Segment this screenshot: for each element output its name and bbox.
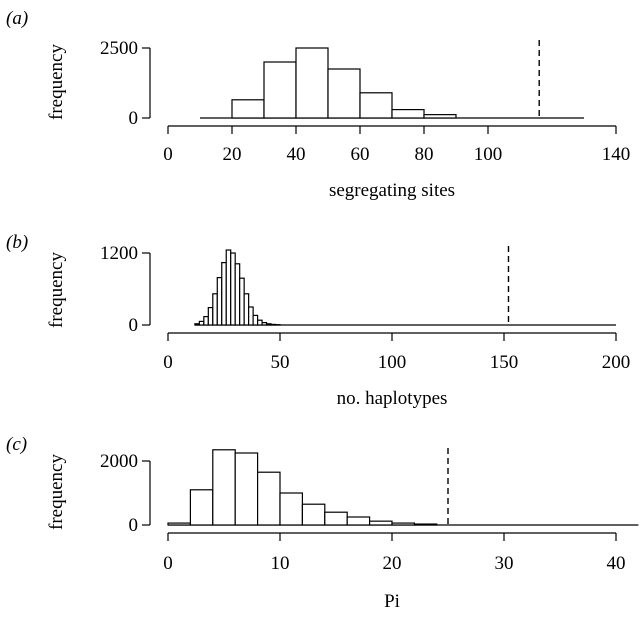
panel-label: (a) xyxy=(6,8,28,29)
y-axis-title: frequency xyxy=(46,252,67,328)
x-tick-label: 40 xyxy=(607,553,626,574)
x-tick-label: 200 xyxy=(602,352,631,373)
histogram-bar xyxy=(212,293,218,326)
histogram-bar xyxy=(221,262,227,326)
panel-2: (c) frequency 0 2000 0 10 20 30 40 Pi xyxy=(6,434,639,612)
x-tick-label: 20 xyxy=(223,144,242,165)
y-tick-label: 0 xyxy=(129,108,139,129)
histogram-bar xyxy=(198,320,205,326)
x-tick-label: 100 xyxy=(378,352,407,373)
histogram-bar xyxy=(230,252,236,326)
histogram-bar xyxy=(369,520,393,526)
histogram-bar xyxy=(252,314,259,326)
histogram-bar xyxy=(194,323,200,326)
histogram-bar xyxy=(327,68,361,119)
y-tick-label: 0 xyxy=(129,515,139,536)
histogram-bar xyxy=(261,322,268,326)
histogram-bar xyxy=(265,323,272,326)
y-axis-title: frequency xyxy=(46,44,67,120)
x-tick-label: 80 xyxy=(415,144,434,165)
histogram-bar xyxy=(212,449,236,526)
y-tick-label: 2500 xyxy=(100,38,138,59)
histogram-bar xyxy=(359,92,393,119)
histogram-bar xyxy=(243,293,250,326)
histogram-bar xyxy=(423,114,457,119)
histogram-bar xyxy=(248,306,254,326)
histogram-bar xyxy=(391,108,425,119)
histogram-bar xyxy=(239,277,245,326)
histogram-bar xyxy=(216,277,223,326)
x-tick-label: 30 xyxy=(495,553,514,574)
panel-1: (b) frequency 0 1200 0 50 100 150 200 no. haploty… xyxy=(6,232,630,409)
y-tick-label: 1200 xyxy=(100,243,138,264)
histogram-bar xyxy=(295,47,329,119)
x-tick-label: 20 xyxy=(383,553,402,574)
x-tick-label: 0 xyxy=(163,352,173,373)
histogram-bar xyxy=(324,511,348,526)
x-tick-label: 100 xyxy=(474,144,503,165)
x-axis-title: no. haplotypes xyxy=(337,388,448,409)
histogram-bar xyxy=(167,522,191,526)
y-axis-title: frequency xyxy=(46,454,67,530)
histogram-bar xyxy=(234,452,259,526)
x-tick-label: 50 xyxy=(271,352,290,373)
histogram-bar xyxy=(231,99,265,119)
x-tick-label: 40 xyxy=(287,144,306,165)
x-tick-label: 60 xyxy=(351,144,370,165)
x-axis-title: Pi xyxy=(384,591,400,612)
histogram-bar xyxy=(391,522,415,526)
histogram-bar xyxy=(234,263,241,326)
y-tick-label: 2000 xyxy=(100,451,138,472)
x-tick-label: 150 xyxy=(490,352,519,373)
histogram-bar xyxy=(257,471,281,526)
histogram-bar xyxy=(279,492,303,526)
histogram-bar xyxy=(301,503,326,526)
x-tick-label: 140 xyxy=(602,144,631,165)
histogram-bar xyxy=(257,319,263,326)
histogram-bar xyxy=(346,516,371,526)
histogram-bar xyxy=(207,307,214,326)
y-tick-label: 0 xyxy=(129,315,139,336)
histogram-bar xyxy=(263,61,297,119)
x-tick-label: 10 xyxy=(271,553,290,574)
panel-0: (a) frequency 0 2500 0 20 40 60 80 100 140 segregat… xyxy=(6,8,630,201)
x-tick-label: 0 xyxy=(163,553,173,574)
histogram-bar xyxy=(270,323,277,326)
panel-label: (b) xyxy=(6,232,28,253)
histogram-bar xyxy=(413,523,438,526)
panel-label: (c) xyxy=(6,434,27,455)
histogram-bar xyxy=(203,316,209,326)
x-tick-label: 0 xyxy=(163,144,173,165)
histogram-bar xyxy=(225,249,232,326)
x-axis-title: segregating sites xyxy=(329,180,455,201)
histogram-bar xyxy=(189,489,214,526)
